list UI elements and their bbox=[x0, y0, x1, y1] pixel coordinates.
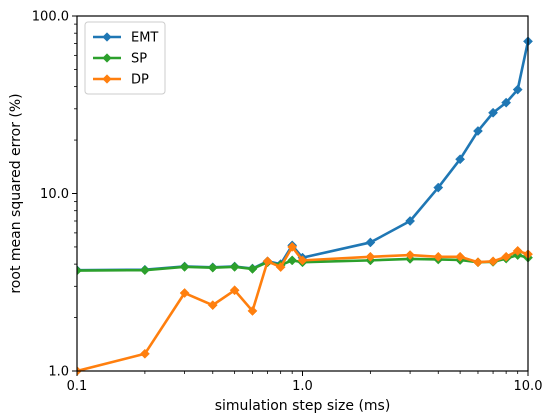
data-point-emt bbox=[501, 97, 512, 108]
data-point-dp bbox=[297, 255, 308, 266]
legend-label: EMT bbox=[131, 31, 158, 46]
data-point-dp bbox=[275, 262, 286, 273]
data-point-emt bbox=[365, 237, 376, 248]
legend-marker bbox=[102, 74, 112, 84]
data-point-emt bbox=[433, 182, 444, 193]
data-point-dp bbox=[262, 256, 273, 267]
y-tick-label: 1.0 bbox=[48, 365, 69, 380]
data-point-emt bbox=[455, 154, 466, 165]
data-point-dp bbox=[501, 251, 512, 262]
data-point-sp bbox=[179, 261, 190, 272]
x-axis-label: simulation step size (ms) bbox=[215, 398, 391, 414]
data-point-sp bbox=[207, 262, 218, 273]
data-point-sp bbox=[247, 263, 258, 274]
data-point-emt bbox=[473, 126, 483, 136]
data-point-dp bbox=[287, 241, 298, 252]
data-point-dp bbox=[139, 348, 150, 359]
data-point-dp bbox=[179, 288, 190, 298]
x-tick-label: 10.0 bbox=[514, 379, 543, 394]
data-point-emt bbox=[488, 107, 499, 118]
legend-label: SP bbox=[131, 52, 147, 67]
data-point-dp bbox=[229, 285, 240, 296]
data-point-sp bbox=[229, 261, 240, 272]
data-point-dp bbox=[455, 251, 466, 262]
data-point-dp bbox=[207, 300, 218, 311]
legend-item-dp: DP bbox=[93, 73, 149, 88]
data-point-sp bbox=[77, 265, 82, 276]
x-tick-label: 1.0 bbox=[292, 379, 313, 394]
data-point-dp bbox=[433, 251, 444, 262]
data-point-dp bbox=[473, 257, 483, 268]
y-tick-label: 100.0 bbox=[32, 10, 69, 25]
legend-marker bbox=[102, 53, 112, 63]
data-point-emt bbox=[512, 84, 523, 95]
data-point-sp bbox=[139, 265, 150, 276]
legend-marker bbox=[102, 32, 112, 42]
data-point-dp bbox=[512, 245, 523, 256]
legend-box bbox=[84, 21, 166, 95]
legend-item-emt: EMT bbox=[93, 31, 158, 46]
data-point-sp bbox=[287, 255, 298, 266]
series-dp bbox=[77, 241, 533, 376]
legend: EMT SP DP bbox=[84, 21, 166, 95]
legend-label: DP bbox=[131, 73, 149, 88]
legend-item-sp: SP bbox=[93, 52, 147, 67]
data-point-dp bbox=[488, 256, 499, 267]
data-point-dp bbox=[405, 250, 416, 261]
x-tick-label: 0.1 bbox=[67, 379, 88, 394]
y-axis-label: root mean squared error (%) bbox=[8, 93, 24, 293]
data-point-dp bbox=[365, 251, 376, 262]
y-tick-label: 10.0 bbox=[40, 187, 69, 202]
data-point-emt bbox=[405, 216, 416, 226]
data-point-dp bbox=[247, 305, 258, 316]
